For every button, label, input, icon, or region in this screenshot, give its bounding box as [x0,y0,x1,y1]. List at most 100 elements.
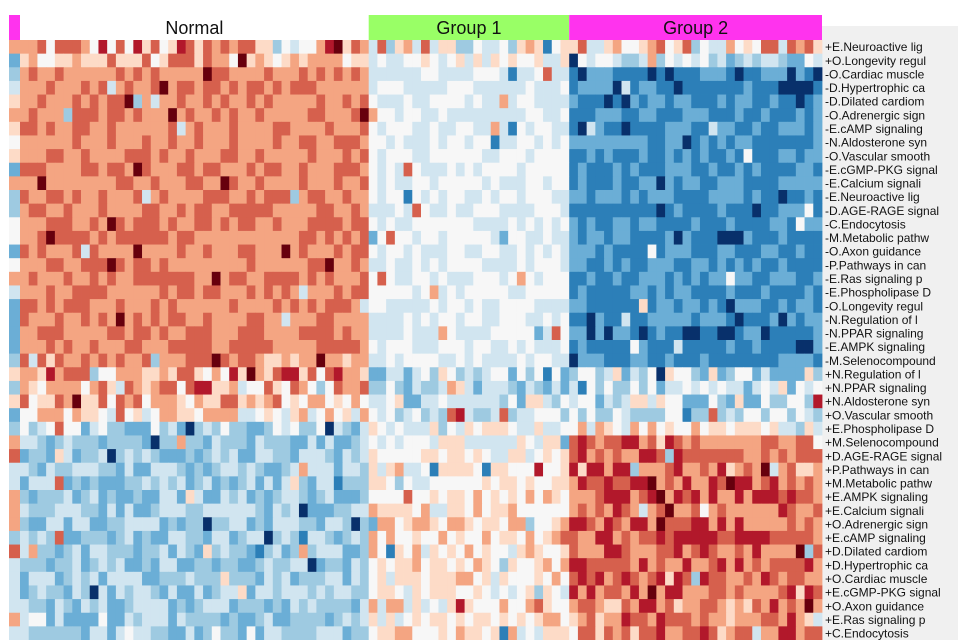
heatmap-cell [290,599,300,614]
row-label: +M.Metabolic pathw [825,477,932,491]
heatmap-cell [403,380,413,395]
heatmap-cell [272,367,282,382]
heatmap-cell [368,599,378,614]
heatmap-cell [272,121,282,136]
heatmap-cell [638,271,649,286]
heatmap-cell [595,190,605,205]
heatmap-cell [72,462,82,477]
heatmap-cell [691,53,701,68]
heatmap-cell [89,462,99,477]
heatmap-cell [482,340,492,355]
heatmap-cell [778,108,788,123]
heatmap-cell [298,94,309,109]
heatmap-cell [229,544,239,559]
heatmap-cell [726,149,736,164]
heatmap-cell [577,53,588,68]
heatmap-cell [438,135,448,150]
heatmap-cell [63,244,73,259]
heatmap-cell [778,421,788,436]
heatmap-cell [656,544,666,559]
heatmap-cell [778,367,788,382]
heatmap-cell [499,244,509,259]
heatmap-cell [89,626,99,640]
heatmap-cell [473,203,483,218]
heatmap-cell [342,340,352,355]
heatmap-cell [220,190,230,205]
heatmap-cell [246,94,256,109]
heatmap-cell [612,258,622,273]
heatmap-cell [638,490,649,505]
heatmap-cell [368,53,378,68]
heatmap-cell [543,421,553,436]
heatmap-cell [673,380,683,395]
heatmap-cell [246,558,256,573]
heatmap-cell [359,340,370,355]
heatmap-cell [342,435,352,450]
heatmap-cell [185,571,195,586]
heatmap-cell [255,476,265,491]
heatmap-cell [115,40,126,55]
heatmap-cell [665,326,675,341]
heatmap-cell [255,626,265,640]
heatmap-cell [813,599,823,614]
heatmap-cell [708,558,718,573]
heatmap-cell [813,299,823,314]
heatmap-cell [176,149,187,164]
heatmap-cell [159,626,169,640]
heatmap-cell [307,462,317,477]
heatmap-cell [46,94,56,109]
heatmap-cell [691,40,701,55]
heatmap-cell [81,135,91,150]
heatmap-cell [656,517,666,532]
heatmap-cell [246,40,256,55]
heatmap-cell [325,176,335,191]
heatmap-cell [499,230,509,245]
heatmap-cell [115,490,126,505]
heatmap-cell [691,380,701,395]
heatmap-cell [316,585,326,600]
heatmap-cell [612,340,622,355]
heatmap-cell [621,203,631,218]
heatmap-cell [490,585,500,600]
heatmap-cell [778,490,788,505]
heatmap-cell [543,190,553,205]
heatmap-cell [621,558,631,573]
heatmap-cell [168,285,178,300]
heatmap-cell [717,340,727,355]
heatmap-cell [46,626,56,640]
heatmap-cell [586,585,596,600]
heatmap-cell [325,67,335,82]
heatmap-cell [717,408,727,423]
heatmap-cell [281,612,291,627]
row-label: +M.Selenocompound [825,436,939,450]
row-label: +N.Aldosterone syn [825,395,930,409]
heatmap-cell [804,271,814,286]
heatmap-cell [368,40,378,55]
heatmap-cell [752,449,762,464]
heatmap-cell [699,271,710,286]
heatmap-cell [194,421,204,436]
heatmap-cell [499,149,509,164]
heatmap-cell [211,230,221,245]
heatmap-cell [377,435,387,450]
heatmap-cell [447,135,457,150]
heatmap-cell [717,312,727,327]
heatmap-cell [403,449,413,464]
heatmap-cell [647,67,657,82]
heatmap-cell [46,421,56,436]
heatmap-cell [769,190,779,205]
heatmap-cell [621,380,631,395]
heatmap-cell [237,558,248,573]
heatmap-cell [577,217,588,232]
heatmap-cell [150,408,160,423]
heatmap-cell [569,612,579,627]
heatmap-cell [412,435,422,450]
heatmap-cell [473,217,483,232]
heatmap-cell [438,585,448,600]
heatmap-cell [499,462,509,477]
heatmap-cell [107,544,117,559]
heatmap-cell [769,162,779,177]
heatmap-cell [490,258,500,273]
heatmap-cell [46,190,56,205]
heatmap-cell [577,462,588,477]
